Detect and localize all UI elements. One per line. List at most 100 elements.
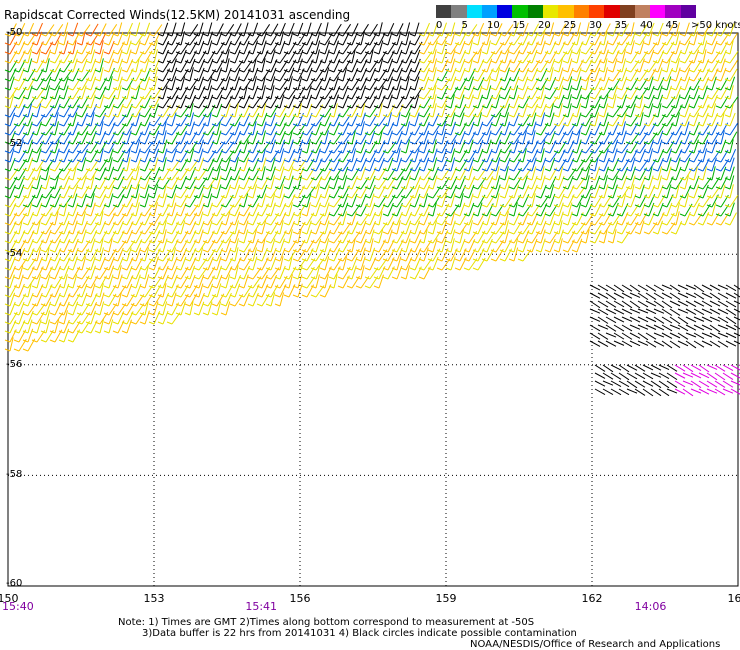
wind-barb-flag (598, 96, 605, 100)
wind-barb-flag (697, 105, 704, 109)
wind-barb (297, 58, 303, 73)
wind-barb (650, 364, 662, 371)
wind-barb-flag (445, 114, 452, 118)
wind-barb (495, 139, 502, 154)
wind-barb-flag (247, 168, 254, 172)
wind-barb-flag (517, 213, 524, 217)
wind-barb (610, 372, 622, 380)
wind-barb (207, 184, 213, 199)
wind-barb-flag (13, 222, 20, 226)
wind-barb (658, 388, 670, 397)
wind-barb-flag (490, 222, 497, 226)
wind-barb-flag (238, 105, 245, 109)
wind-barb-flag (13, 312, 20, 316)
wind-barb-flag (625, 33, 632, 37)
wind-barb-flag (526, 159, 533, 163)
wind-barb-flag (337, 51, 344, 55)
wind-barb-flag (697, 186, 704, 190)
wind-barb-flag (31, 276, 38, 280)
wind-barb-flag (130, 87, 137, 91)
wind-barb-flag (103, 150, 110, 154)
wind-barb-flag (562, 231, 569, 235)
wind-barb-flag (436, 249, 443, 253)
wind-barb-flag (274, 51, 281, 55)
wind-barb-flag (193, 105, 200, 109)
wind-barb (180, 31, 185, 46)
wind-barb-flag (472, 240, 479, 244)
wind-barb-flag (4, 168, 11, 172)
wind-barb-flag (202, 60, 209, 64)
wind-barb-flag (382, 141, 389, 145)
wind-barb (729, 32, 738, 46)
wind-barb-flag (166, 213, 173, 217)
wind-barb-flag (346, 159, 353, 163)
wind-barb-flag (517, 186, 524, 190)
wind-barb-flag (193, 141, 200, 145)
wind-barb-flag (319, 213, 326, 217)
wind-barb-flag (58, 78, 65, 82)
wind-barb-flag (319, 123, 326, 127)
wind-barb-flag (391, 177, 398, 181)
wind-barb-flag (184, 141, 191, 145)
wind-barb-flag (382, 177, 389, 181)
wind-barb-flag (265, 231, 272, 235)
wind-barb-flag (121, 276, 128, 280)
wind-barb (682, 372, 694, 378)
wind-barb-flag (157, 42, 164, 46)
wind-barb-flag (418, 186, 425, 190)
wind-barb-flag (274, 141, 281, 145)
wind-barb-flag (94, 186, 101, 190)
wind-barb (180, 301, 186, 316)
wind-barb-flag (130, 240, 137, 244)
wind-barb-flag (409, 213, 416, 217)
wind-barb (621, 284, 633, 292)
wind-barb (558, 85, 564, 100)
wind-barb (468, 94, 474, 109)
wind-barb-flag (418, 114, 425, 118)
wind-barb-flag (148, 96, 155, 100)
wind-barb-flag (643, 123, 650, 127)
wind-barb-flag (148, 123, 155, 127)
wind-barb-flag (94, 87, 101, 91)
x-tick-label: 153 (143, 592, 165, 605)
wind-barb (225, 238, 232, 253)
wind-barb-flag (265, 177, 272, 181)
wind-barb-flag (211, 33, 218, 37)
wind-barb-flag (148, 249, 155, 253)
wind-barb (648, 76, 654, 91)
wind-barb (594, 166, 600, 181)
wind-barb (306, 139, 311, 154)
legend-swatch (650, 5, 666, 18)
wind-barb-flag (634, 105, 641, 109)
wind-barb (432, 157, 438, 172)
wind-barb-flag (130, 285, 137, 289)
wind-barb (333, 40, 339, 55)
wind-barb-flag (121, 132, 128, 136)
wind-barb-flag (58, 249, 65, 253)
wind-barb-flag (724, 150, 731, 154)
wind-barb-flag (670, 132, 677, 136)
wind-barb-flag (49, 294, 56, 298)
wind-barb-flag (67, 60, 74, 64)
wind-barb (405, 112, 411, 127)
wind-barb-flag (508, 213, 515, 217)
wind-barb-flag (328, 213, 335, 217)
wind-barb (450, 58, 456, 73)
wind-barb (171, 58, 177, 73)
wind-barb-flag (463, 240, 470, 244)
wind-barb-flag (283, 105, 290, 109)
wind-barb-flag (364, 285, 371, 289)
wind-barb-flag (202, 177, 209, 181)
wind-barb-flag (94, 69, 101, 73)
wind-barb (261, 238, 266, 253)
wind-barb-flag (193, 159, 200, 163)
wind-barb-flag (400, 240, 407, 244)
wind-barb (576, 202, 582, 217)
wind-barb-flag (679, 132, 686, 136)
wind-barb (504, 211, 509, 226)
wind-barb-flag (193, 69, 200, 73)
wind-barb-flag (724, 69, 731, 73)
wind-barb-flag (49, 87, 56, 91)
wind-barb-flag (76, 105, 83, 109)
wind-barb-flag (346, 33, 353, 37)
